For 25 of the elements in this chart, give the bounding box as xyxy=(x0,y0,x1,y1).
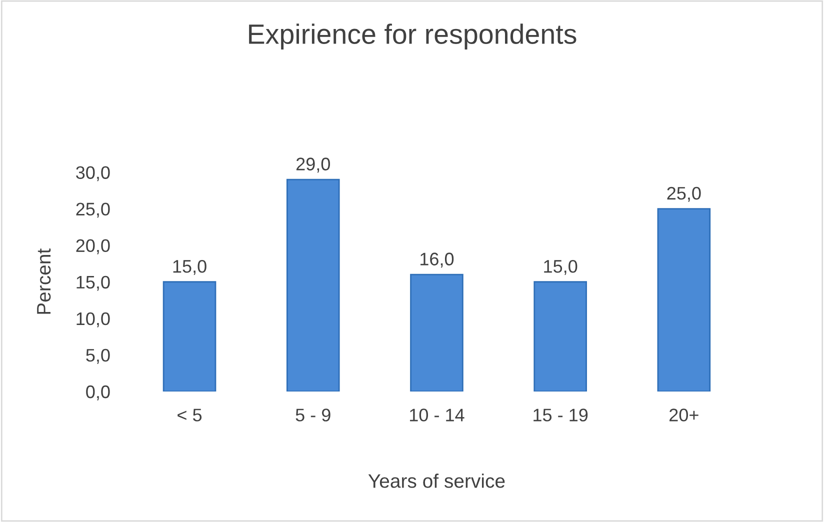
x-tick-label: < 5 xyxy=(178,408,202,422)
bar xyxy=(657,208,711,392)
data-label: 15,0 xyxy=(173,260,206,275)
y-axis-title: Percent xyxy=(37,248,51,314)
y-tick-label: 20,0 xyxy=(76,239,110,254)
bar xyxy=(162,281,216,392)
x-tick-label: 10 - 14 xyxy=(410,408,464,422)
x-tick-label: 5 - 9 xyxy=(296,408,330,422)
y-tick-label: 10,0 xyxy=(76,312,110,328)
x-tick-label: 15 - 19 xyxy=(534,408,588,422)
data-label: 25,0 xyxy=(667,186,701,202)
y-tick-label: 5,0 xyxy=(86,348,110,364)
data-label: 16,0 xyxy=(420,252,454,268)
y-tick-label: 30,0 xyxy=(76,166,110,182)
bar xyxy=(534,281,587,392)
x-tick-label: 20+ xyxy=(670,408,698,422)
y-tick-label: 15,0 xyxy=(76,276,110,291)
data-label: 15,0 xyxy=(544,260,578,275)
x-axis-title: Years of service xyxy=(368,474,505,488)
y-tick-label: 25,0 xyxy=(76,202,110,218)
bar xyxy=(286,178,340,392)
y-tick-label: 0,0 xyxy=(86,385,110,400)
data-label: 29,0 xyxy=(296,158,330,173)
chart-title: Expirience for respondents xyxy=(249,24,576,50)
bar xyxy=(410,274,464,392)
